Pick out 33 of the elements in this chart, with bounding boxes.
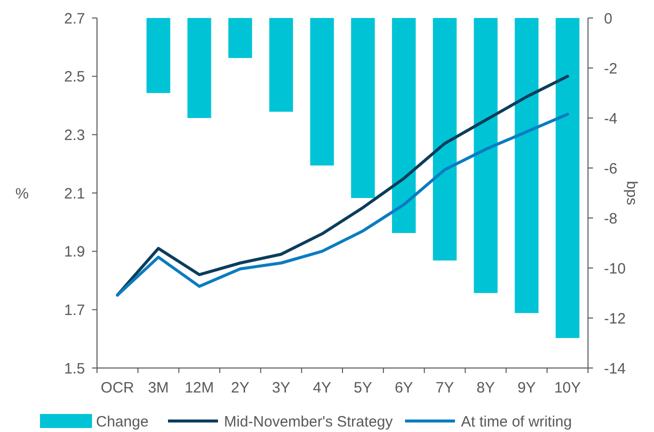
y2-tick-label: -6 xyxy=(604,160,618,178)
x-tick-label: 4Y xyxy=(312,379,332,396)
y-tick-label: 2.3 xyxy=(64,126,85,144)
x-tick-label: 6Y xyxy=(394,379,414,396)
y2-tick-label: -10 xyxy=(604,260,626,278)
x-tick-label: 3Y xyxy=(272,379,290,396)
y2-tick-label: -12 xyxy=(604,310,626,328)
legend-label: At time of writing xyxy=(461,413,572,430)
y2-tick-label: -4 xyxy=(604,110,618,128)
y2-tick-label: -2 xyxy=(604,60,618,78)
y2-tick-label: 0 xyxy=(604,10,612,28)
y-tick-label: 2.1 xyxy=(64,185,85,202)
y-tick-label: 1.5 xyxy=(64,360,85,378)
y2-tick-label: -14 xyxy=(604,360,626,378)
y-tick-label: 2.5 xyxy=(64,68,85,86)
x-tick-label: 8Y xyxy=(476,379,495,396)
x-tick-label: 7Y xyxy=(436,379,454,396)
y-axis-title: % xyxy=(15,185,29,202)
y-tick-label: 2.7 xyxy=(64,10,85,28)
line-series xyxy=(116,112,570,297)
legend-label: Change xyxy=(96,413,149,430)
x-tick-label: 10Y xyxy=(554,379,581,396)
y-tick-label: 1.9 xyxy=(64,244,85,261)
x-tick-label: 3M xyxy=(148,379,169,396)
legend-label: Mid-November's Strategy xyxy=(224,413,394,430)
y2-tick-label: -8 xyxy=(604,210,618,228)
y2-axis-title: bps xyxy=(622,180,640,206)
x-tick-label: 12M xyxy=(184,379,214,396)
x-tick-label: OCR xyxy=(100,379,134,396)
x-tick-label: 5Y xyxy=(354,379,372,396)
y-tick-label: 1.7 xyxy=(64,302,85,319)
x-tick-label: 9Y xyxy=(517,379,536,396)
x-tick-label: 2Y xyxy=(231,379,250,396)
